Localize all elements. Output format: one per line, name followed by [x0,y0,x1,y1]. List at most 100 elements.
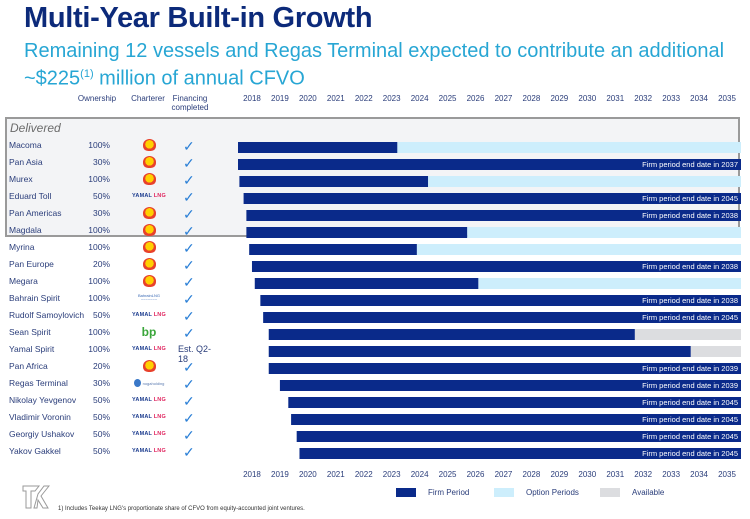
firm-period-bar [299,448,741,459]
checkmark-icon: ✓ [183,206,195,222]
firm-end-label: Firm period end date in 2038 [642,262,738,271]
teekay-logo [22,484,51,515]
vessel-name: Bahrain Spirit [9,293,61,303]
firm-period-bar [291,414,741,425]
firm-period-bar [243,193,742,204]
ownership-value: 100% [88,327,110,337]
vessel-name: Pan Asia [9,157,43,167]
charterer-logo: YAMAL LNG [125,189,173,203]
yamal-lng-logo-icon: YAMAL LNG [132,448,166,454]
vessel-name: Sean Spirit [9,327,51,337]
x-tick-label: 2020 [298,94,317,103]
x-tick-label: 2032 [634,470,653,479]
checkmark-icon: ✓ [183,257,195,273]
x-tick-label: 2018 [243,94,261,103]
checkmark-icon: ✓ [183,138,195,154]
x-tick-label: 2035 [718,470,736,479]
x-tick-label: 2031 [606,470,625,479]
financing-status: ✓ [178,326,218,340]
financing-status: ✓ [178,258,218,272]
firm-period-bar [238,142,398,153]
financing-status: ✓ [178,394,218,408]
x-tick-label: 2025 [438,94,457,103]
x-tick-label: 2028 [522,94,541,103]
ownership-value: 30% [92,208,110,218]
x-tick-label: 2034 [690,470,708,479]
vessel-name: Georgiy Ushakov [9,429,75,439]
firm-period-bar [246,227,468,238]
vessel-name: Myrina [9,242,35,252]
x-tick-label: 2027 [494,470,513,479]
vessel-name: Pan Africa [9,361,48,371]
yamal-lng-logo-icon: YAMAL LNG [132,312,166,318]
ownership-value: 100% [88,174,110,184]
col-header-financing-line2: completed [171,103,209,112]
col-header-charterer: Charterer [131,94,165,103]
firm-period-bar [268,329,635,340]
x-tick-label: 2021 [326,94,345,103]
financing-status: ✓ [178,207,218,221]
bp-logo-icon: bp [141,325,157,339]
firm-period-bar [246,210,741,221]
firm-period-bar [238,159,741,170]
ownership-value: 100% [88,276,110,286]
vessel-name: Megara [9,276,38,286]
financing-status: Est. Q2-18 [178,344,212,364]
checkmark-icon: ✓ [183,376,195,392]
subtitle-text-end: million of annual CFVO [93,67,305,90]
charterer-logo: BahrainLNG ~~~~~~~ [125,291,173,305]
ownership-value: 100% [88,140,110,150]
col-header-ownership: Ownership [77,94,117,103]
ownership-value: 50% [92,429,110,439]
firm-end-label: Firm period end date in 2045 [642,449,738,458]
charterer-logo: bp [125,325,173,339]
col-header-financing-line1: Financing [172,94,208,103]
shell-logo-icon [142,156,156,168]
ownership-value: 50% [92,395,110,405]
vessel-name: Pan Europe [9,259,54,269]
financing-status: ✓ [178,309,218,323]
firm-period-bar [249,244,417,255]
x-tick-label: 2024 [410,470,429,479]
yamal-lng-logo-icon: YAMAL LNG [132,397,166,403]
ownership-value: 100% [88,242,110,252]
financing-status: ✓ [178,156,218,170]
ownership-value: 50% [92,191,110,201]
firm-end-label: Firm period end date in 2038 [642,296,738,305]
footnote-ref: (1) [80,68,94,80]
yamal-lng-logo-icon: YAMAL LNG [132,414,166,420]
firm-end-label: Firm period end date in 2039 [642,381,738,390]
x-tick-label: 2029 [550,94,569,103]
shell-logo-icon [142,275,156,287]
x-tick-label: 2028 [522,470,541,479]
firm-end-label: Firm period end date in 2045 [642,432,738,441]
checkmark-icon: ✓ [183,393,195,409]
vessel-name: Eduard Toll [9,191,52,201]
x-tick-label: 2026 [466,470,485,479]
option-period-bar [467,227,741,238]
firm-period-bar [251,261,741,272]
financing-status: ✓ [178,139,218,153]
checkmark-icon: ✓ [183,223,195,239]
firm-end-label: Firm period end date in 2045 [642,194,738,203]
option-period-bar [478,278,741,289]
checkmark-icon: ✓ [183,444,195,460]
vessel-name: Rudolf Samoylovich [9,310,85,320]
checkmark-icon: ✓ [183,308,195,324]
x-tick-label: 2019 [271,470,289,479]
charterer-logo [125,155,173,169]
x-tick-label: 2020 [298,470,317,479]
charterer-logo: YAMAL LNG [125,444,173,458]
charterer-logo [125,172,173,186]
financing-status: ✓ [178,173,218,187]
charterer-logo [125,257,173,271]
firm-end-label: Firm period end date in 2045 [642,398,738,407]
charterer-logo: YAMAL LNG [125,342,173,356]
x-tick-label: 2019 [271,94,289,103]
ownership-value: 50% [92,310,110,320]
vessel-name: Macoma [9,140,42,150]
option-period-bar [416,244,741,255]
financing-status: ✓ [178,411,218,425]
financing-status: ✓ [178,275,218,289]
financing-status: ✓ [178,428,218,442]
